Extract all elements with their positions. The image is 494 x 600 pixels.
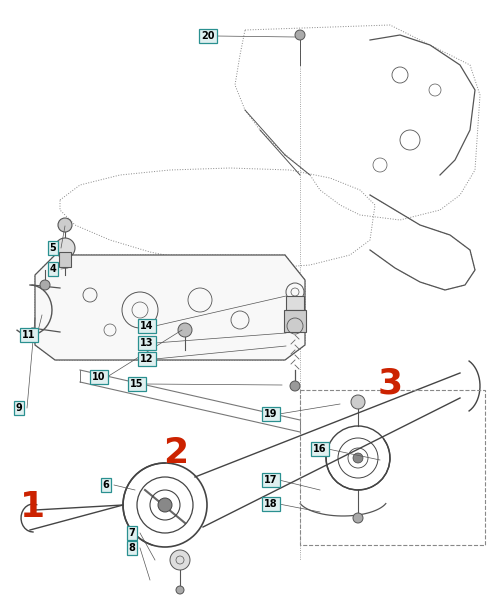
Text: 7: 7 xyxy=(128,528,135,538)
Text: 11: 11 xyxy=(22,330,36,340)
Circle shape xyxy=(58,218,72,232)
Text: 9: 9 xyxy=(16,403,22,413)
Text: 12: 12 xyxy=(140,354,154,364)
Text: 15: 15 xyxy=(130,379,144,389)
Circle shape xyxy=(55,238,75,258)
Text: 19: 19 xyxy=(264,409,278,419)
Circle shape xyxy=(178,323,192,337)
Bar xyxy=(286,296,304,310)
Polygon shape xyxy=(35,255,305,360)
Text: 6: 6 xyxy=(103,480,109,490)
Text: 20: 20 xyxy=(201,31,215,41)
Text: 17: 17 xyxy=(264,475,278,485)
Text: 14: 14 xyxy=(140,321,154,331)
Bar xyxy=(59,252,71,267)
Text: 1: 1 xyxy=(20,490,44,524)
Circle shape xyxy=(353,453,363,463)
Bar xyxy=(300,390,485,545)
Text: 13: 13 xyxy=(140,338,154,348)
Text: 2: 2 xyxy=(163,436,188,470)
Text: 16: 16 xyxy=(313,444,327,454)
Circle shape xyxy=(176,586,184,594)
Text: 3: 3 xyxy=(378,367,403,401)
Circle shape xyxy=(351,395,365,409)
Text: 4: 4 xyxy=(49,264,56,274)
Text: 10: 10 xyxy=(92,372,106,382)
Circle shape xyxy=(295,30,305,40)
Circle shape xyxy=(158,498,172,512)
Circle shape xyxy=(40,280,50,290)
Text: 8: 8 xyxy=(128,543,135,553)
Text: 18: 18 xyxy=(264,499,278,509)
Circle shape xyxy=(353,513,363,523)
Circle shape xyxy=(290,381,300,391)
Bar xyxy=(284,310,306,332)
Circle shape xyxy=(170,550,190,570)
Text: 5: 5 xyxy=(49,243,56,253)
